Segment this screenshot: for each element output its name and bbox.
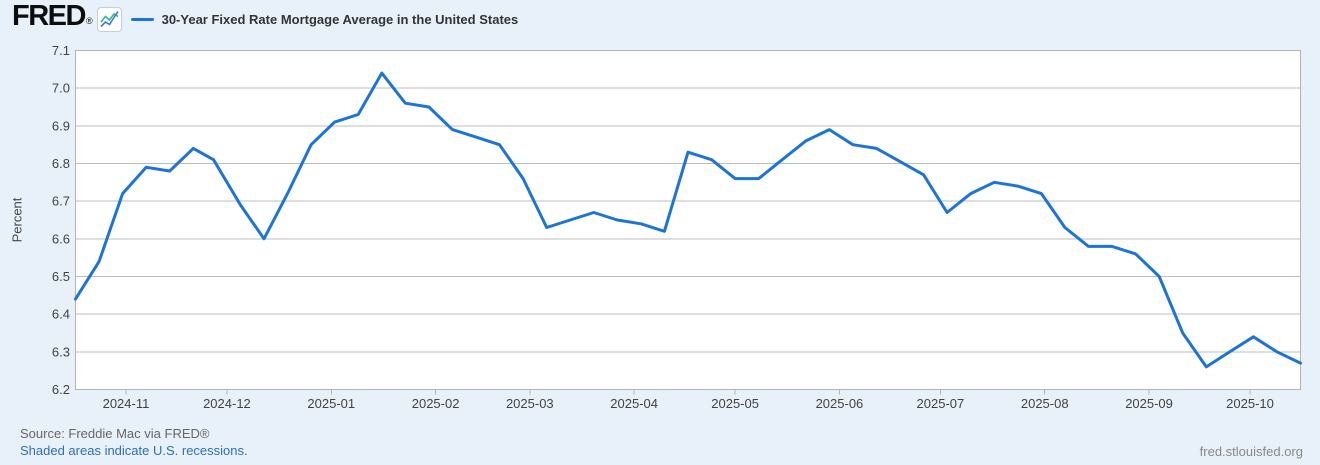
y-tick-label: 6.9 xyxy=(52,118,70,133)
series-line xyxy=(74,71,1302,369)
y-tick-label: 6.7 xyxy=(52,194,70,209)
x-tick-label: 2025-01 xyxy=(307,396,355,411)
y-tick-label: 6.5 xyxy=(52,269,70,284)
registered-trademark-symbol: ® xyxy=(85,16,93,26)
y-tick-label: 6.2 xyxy=(52,382,70,397)
y-tick-label: 7.0 xyxy=(52,81,70,96)
x-tick-label: 2025-07 xyxy=(917,396,965,411)
x-tick-label: 2025-09 xyxy=(1125,396,1173,411)
fred-logo-text: FRED xyxy=(12,0,86,32)
y-tick-label: 6.8 xyxy=(52,156,70,171)
series-title: 30-Year Fixed Rate Mortgage Average in t… xyxy=(161,11,519,27)
x-tick-label: 2025-04 xyxy=(610,396,658,411)
y-tick-label: 6.3 xyxy=(52,344,70,359)
y-tick-label: 7.1 xyxy=(52,43,70,58)
x-tick-label: 2025-10 xyxy=(1226,396,1274,411)
x-tick-label: 2025-08 xyxy=(1021,396,1069,411)
y-tick-label: 6.4 xyxy=(52,307,70,322)
recessions-link[interactable]: Shaded areas indicate U.S. recessions. xyxy=(20,443,248,458)
x-tick-label: 2024-11 xyxy=(103,396,150,411)
x-tick-label: 2025-05 xyxy=(711,396,759,411)
fred-logo-chart-icon xyxy=(96,6,122,32)
x-tick-label: 2025-06 xyxy=(816,396,864,411)
legend-line-marker xyxy=(130,17,154,21)
x-tick-label: 2025-03 xyxy=(506,396,554,411)
source-note: Source: Freddie Mac via FRED® xyxy=(20,426,210,441)
y-tick-label: 6.6 xyxy=(52,231,70,246)
site-url: fred.stlouisfed.org xyxy=(1199,444,1303,459)
plot-area[interactable] xyxy=(75,50,1301,390)
chart-header: FRED® 30-Year Fixed Rate Mortgage Averag… xyxy=(12,0,519,36)
x-tick-label: 2025-02 xyxy=(412,396,460,411)
x-tick-label: 2024-12 xyxy=(203,396,251,411)
fred-logo: FRED® xyxy=(12,0,93,36)
